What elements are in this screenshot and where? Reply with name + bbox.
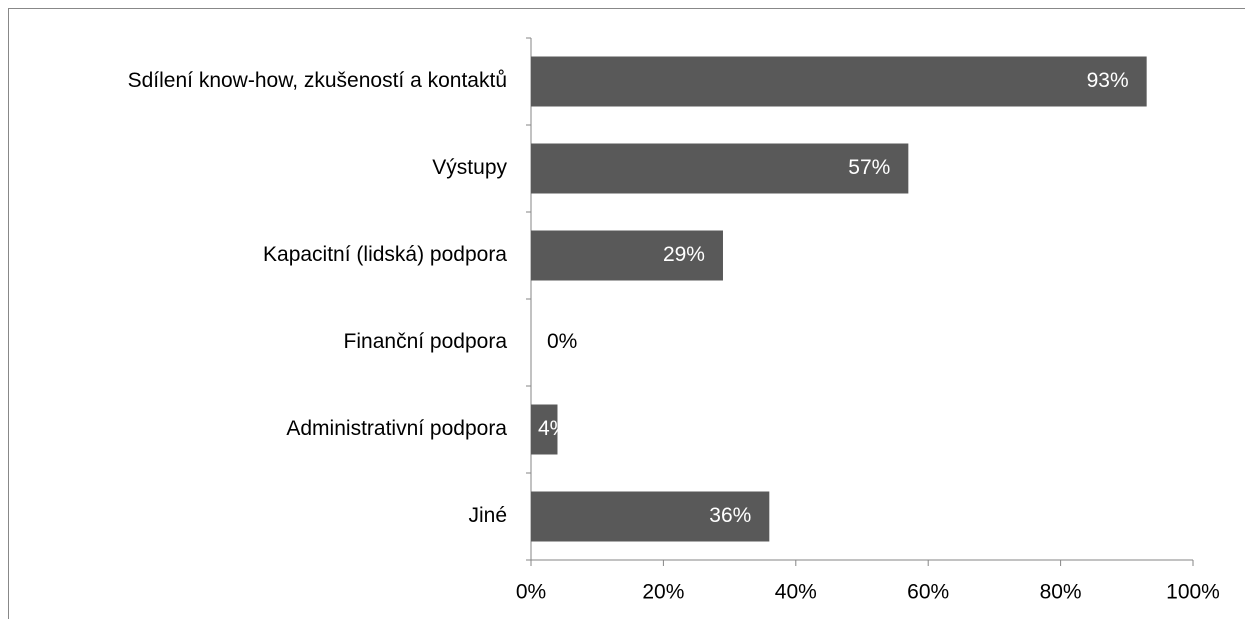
x-tick-label: 0% (516, 581, 546, 604)
bar (531, 404, 558, 455)
y-tick-label: Kapacitní (lidská) podpora (263, 243, 507, 266)
x-tick-label: 40% (775, 581, 817, 604)
x-tick-label: 100% (1166, 581, 1220, 604)
bar (531, 56, 1147, 107)
value-label: 93% (1087, 69, 1129, 92)
value-label: 36% (709, 504, 751, 527)
y-tick-label: Administrativní podpora (286, 417, 507, 440)
x-tick-label: 80% (1040, 581, 1082, 604)
value-label: 57% (848, 156, 890, 179)
y-tick-label: Finanční podpora (344, 330, 508, 353)
bar (531, 491, 770, 542)
value-label: 29% (663, 243, 705, 266)
x-tick-label: 20% (642, 581, 684, 604)
y-tick-label: Jiné (468, 504, 507, 527)
x-tick-label: 60% (907, 581, 949, 604)
bar (531, 143, 909, 194)
y-tick-label: Výstupy (432, 156, 507, 179)
value-label: 4% (538, 417, 568, 440)
y-tick-label: Sdílení know-how, zkušeností a kontaktů (128, 69, 507, 92)
value-label: 0% (547, 330, 577, 353)
chart-frame (8, 8, 1245, 619)
bar (531, 230, 723, 281)
